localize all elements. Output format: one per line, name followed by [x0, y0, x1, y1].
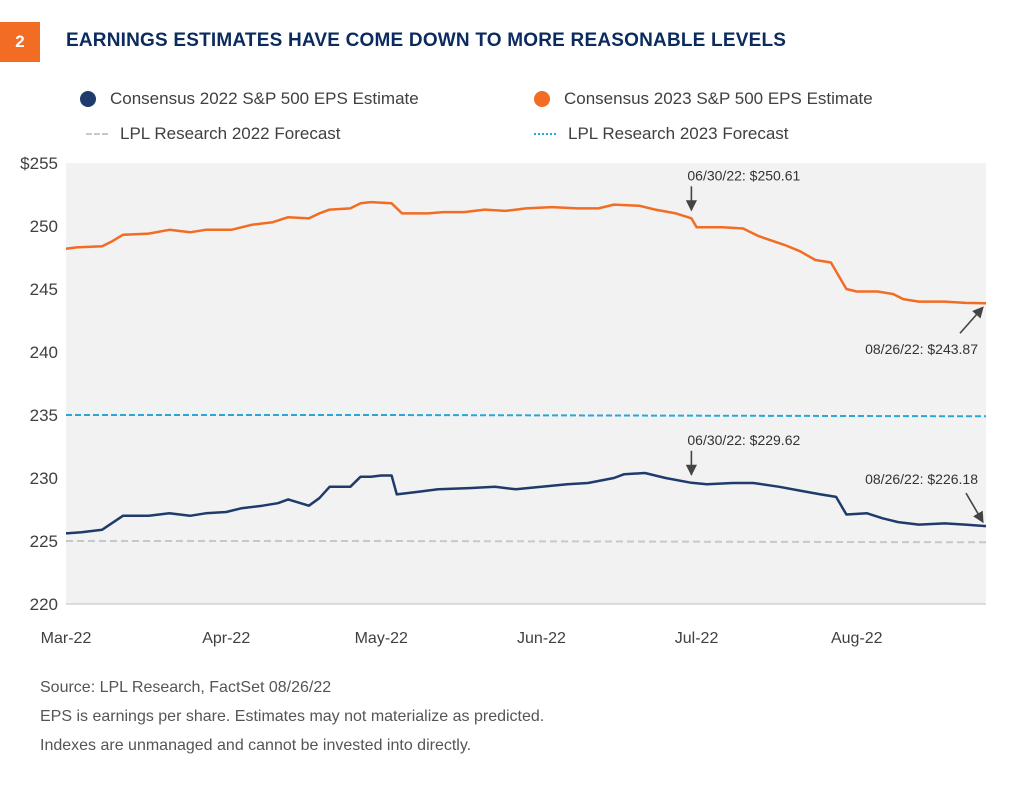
x-tick-label: Mar-22 — [41, 630, 92, 647]
y-tick-label: 225 — [30, 532, 58, 551]
legend-item-2022-estimate: Consensus 2022 S&P 500 EPS Estimate — [80, 89, 419, 109]
legend-item-2022-forecast: LPL Research 2022 Forecast — [86, 124, 341, 144]
x-tick-label: Aug-22 — [831, 630, 883, 647]
footnote-eps-definition: EPS is earnings per share. Estimates may… — [40, 708, 545, 725]
y-tick-label: 250 — [30, 217, 58, 236]
series-line-s2022 — [65, 471, 987, 535]
annotation-label-4: 08/26/22: $226.18 — [865, 471, 978, 487]
chart-title: EARNINGS ESTIMATES HAVE COME DOWN TO MOR… — [66, 30, 787, 51]
x-tick-label: Jul-22 — [675, 630, 719, 647]
legend-marker-2023-estimate — [534, 91, 550, 107]
series-line-f2022 — [66, 540, 987, 544]
legend-label-2022-estimate: Consensus 2022 S&P 500 EPS Estimate — [110, 89, 419, 108]
legend-marker-2022-estimate — [80, 91, 96, 107]
legend-item-2023-forecast: LPL Research 2023 Forecast — [534, 124, 789, 144]
x-tick-label: May-22 — [355, 630, 408, 647]
y-tick-label: 220 — [30, 595, 58, 614]
footnote-source: Source: LPL Research, FactSet 08/26/22 — [40, 679, 332, 696]
annotation-arrow-4 — [965, 492, 984, 524]
x-tick-label: Jun-22 — [517, 630, 566, 647]
legend-label-2023-estimate: Consensus 2023 S&P 500 EPS Estimate — [564, 89, 873, 108]
annotation-label-2: 08/26/22: $243.87 — [865, 341, 978, 357]
series-line-f2023 — [66, 414, 987, 418]
y-tick-label: 235 — [30, 406, 58, 425]
annotation-label-3: 06/30/22: $229.62 — [687, 432, 800, 448]
legend-marker-2023-forecast — [534, 133, 556, 135]
series-line-s2023 — [65, 200, 987, 305]
legend-marker-2022-forecast — [86, 133, 108, 135]
annotation-label-1: 06/30/22: $250.61 — [687, 167, 800, 183]
legend-item-2023-estimate: Consensus 2023 S&P 500 EPS Estimate — [534, 89, 873, 109]
legend-label-2023-forecast: LPL Research 2023 Forecast — [568, 124, 789, 143]
footnote-index-disclaimer: Indexes are unmanaged and cannot be inve… — [40, 737, 472, 754]
y-tick-label: 230 — [30, 469, 58, 488]
x-tick-label: Apr-22 — [202, 630, 250, 647]
legend-label-2022-forecast: LPL Research 2022 Forecast — [120, 124, 341, 143]
figure-number-badge: 2 — [0, 22, 40, 62]
annotation-arrow-2 — [959, 306, 984, 334]
plot-area — [66, 163, 986, 604]
y-tick-label: 240 — [30, 343, 58, 362]
y-tick-label: 245 — [30, 280, 58, 299]
y-tick-label: $255 — [20, 154, 58, 173]
